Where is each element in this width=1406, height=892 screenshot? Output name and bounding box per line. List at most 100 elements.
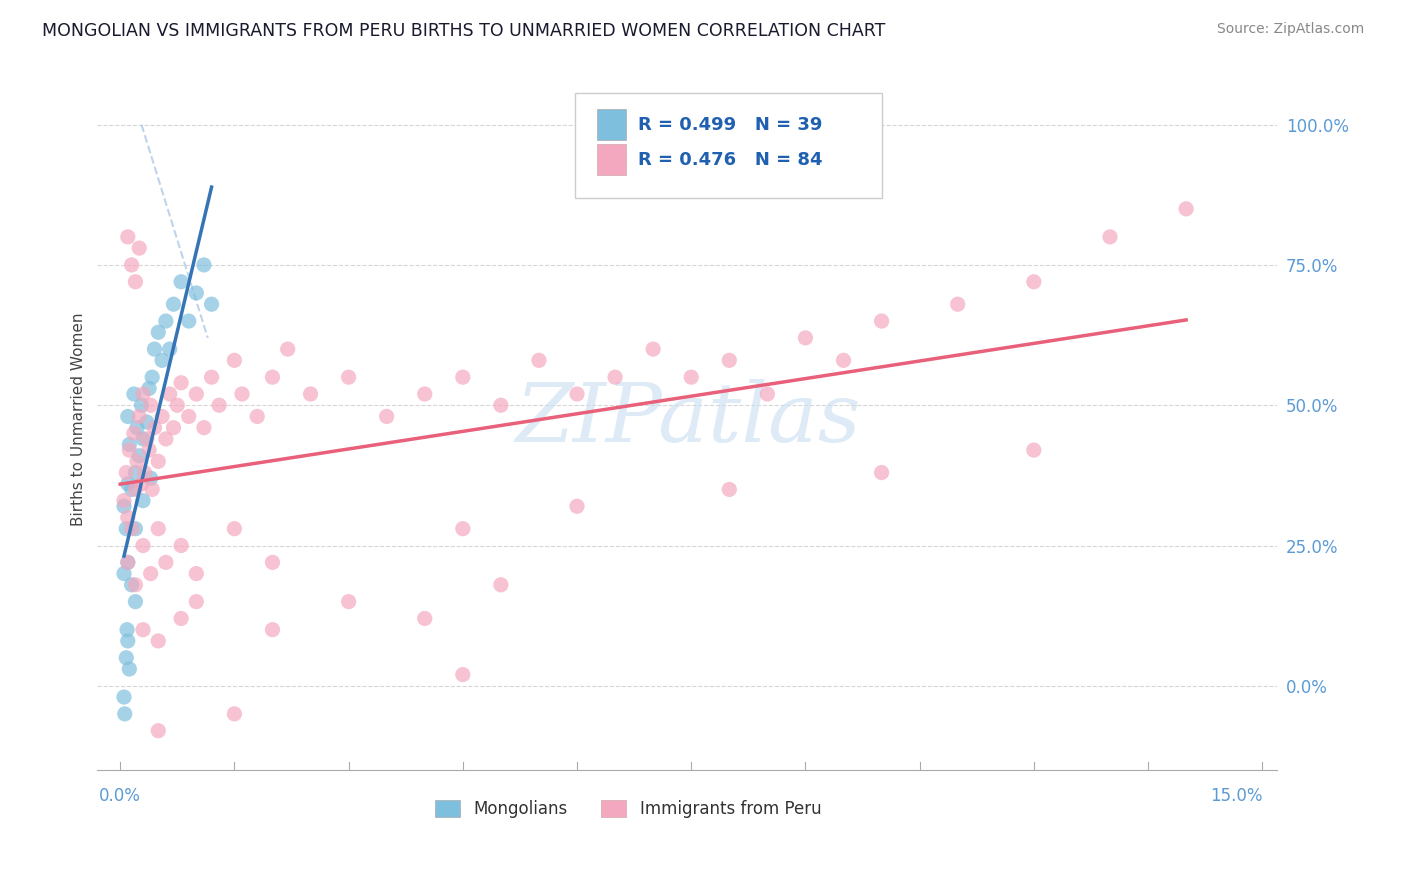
Point — [166, 398, 188, 412]
Point — [200, 297, 222, 311]
Text: ZIPatlas: ZIPatlas — [515, 379, 860, 459]
Point — [643, 342, 665, 356]
Point — [124, 522, 146, 536]
Point — [143, 342, 166, 356]
Point — [135, 415, 157, 429]
Point — [155, 432, 177, 446]
Point — [115, 466, 138, 480]
Point — [177, 314, 200, 328]
Point — [112, 566, 135, 581]
Point — [122, 426, 145, 441]
Point — [121, 258, 143, 272]
Point — [1022, 443, 1045, 458]
Point — [756, 387, 779, 401]
Point — [150, 353, 173, 368]
Point — [224, 522, 246, 536]
Point — [527, 353, 550, 368]
Point — [565, 500, 588, 514]
Point — [117, 476, 139, 491]
Y-axis label: Births to Unmarried Women: Births to Unmarried Women — [72, 312, 86, 526]
Point — [139, 398, 162, 412]
Point — [489, 578, 512, 592]
Point — [451, 370, 474, 384]
Point — [117, 634, 139, 648]
Point — [718, 483, 741, 497]
Point — [115, 623, 138, 637]
Text: MONGOLIAN VS IMMIGRANTS FROM PERU BIRTHS TO UNMARRIED WOMEN CORRELATION CHART: MONGOLIAN VS IMMIGRANTS FROM PERU BIRTHS… — [42, 22, 886, 40]
Point — [177, 409, 200, 424]
Point — [170, 539, 193, 553]
Point — [1022, 275, 1045, 289]
Point — [117, 555, 139, 569]
Point — [246, 409, 269, 424]
Point — [186, 285, 208, 300]
Point — [231, 387, 253, 401]
Point — [186, 387, 208, 401]
Point — [413, 611, 436, 625]
Point — [337, 370, 360, 384]
Point — [148, 723, 170, 738]
Point — [139, 471, 162, 485]
Point — [122, 387, 145, 401]
Point — [138, 381, 160, 395]
Point — [1175, 202, 1198, 216]
Bar — [596, 144, 626, 176]
Point — [128, 241, 150, 255]
Point — [186, 566, 208, 581]
Point — [128, 409, 150, 424]
Point — [832, 353, 855, 368]
Point — [200, 370, 222, 384]
Point — [125, 454, 148, 468]
Point — [159, 342, 181, 356]
Point — [134, 466, 156, 480]
Point — [299, 387, 322, 401]
Point — [162, 297, 184, 311]
Point — [277, 342, 299, 356]
Point — [155, 314, 177, 328]
Point — [337, 594, 360, 608]
Point — [150, 409, 173, 424]
Point — [451, 522, 474, 536]
Point — [124, 275, 146, 289]
Point — [170, 611, 193, 625]
Point — [193, 258, 215, 272]
Point — [489, 398, 512, 412]
Point — [193, 420, 215, 434]
Point — [121, 522, 143, 536]
Point — [139, 566, 162, 581]
Point — [118, 662, 141, 676]
Point — [870, 466, 893, 480]
Point — [118, 443, 141, 458]
Point — [148, 522, 170, 536]
Text: R = 0.476   N = 84: R = 0.476 N = 84 — [638, 151, 823, 169]
Point — [114, 706, 136, 721]
Point — [132, 539, 155, 553]
Text: 15.0%: 15.0% — [1209, 787, 1263, 805]
Point — [141, 483, 163, 497]
Point — [118, 437, 141, 451]
Point — [117, 510, 139, 524]
Text: Source: ZipAtlas.com: Source: ZipAtlas.com — [1216, 22, 1364, 37]
Point — [117, 409, 139, 424]
Point — [132, 493, 155, 508]
Point — [681, 370, 703, 384]
Point — [794, 331, 817, 345]
Point — [170, 376, 193, 390]
Point — [124, 466, 146, 480]
Point — [128, 449, 150, 463]
Point — [155, 555, 177, 569]
Legend: Mongolians, Immigrants from Peru: Mongolians, Immigrants from Peru — [429, 793, 828, 825]
Point — [186, 594, 208, 608]
Text: 0.0%: 0.0% — [98, 787, 141, 805]
Point — [603, 370, 626, 384]
Point — [224, 353, 246, 368]
Point — [148, 326, 170, 340]
Point — [124, 578, 146, 592]
Point — [159, 387, 181, 401]
Point — [115, 522, 138, 536]
Point — [208, 398, 231, 412]
Bar — [596, 109, 626, 140]
Point — [375, 409, 398, 424]
Point — [131, 398, 153, 412]
Point — [148, 454, 170, 468]
